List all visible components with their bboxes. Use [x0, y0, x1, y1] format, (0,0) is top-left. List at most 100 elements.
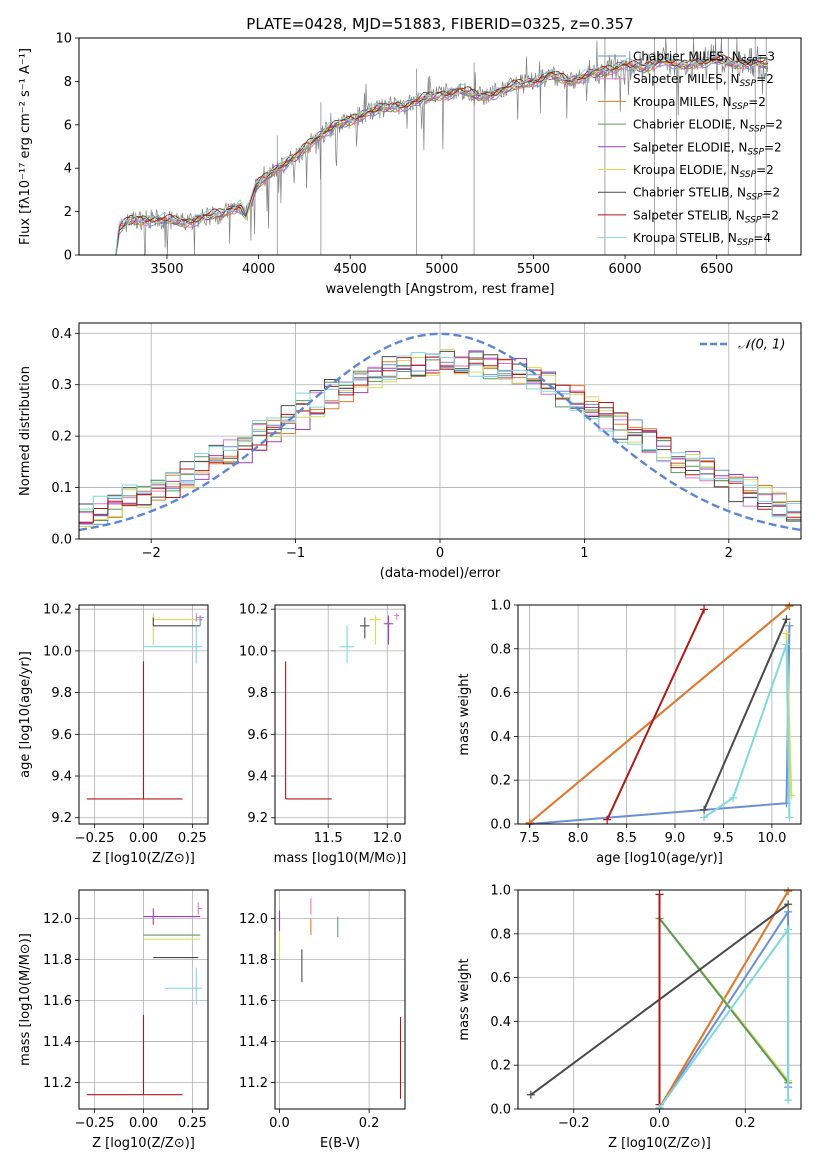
weight-Z-marker-kroupa-miles-1 [784, 887, 793, 896]
weight-age-xtick-label-0: 7.5 [519, 831, 540, 846]
mass-EBV-plot-area [275, 890, 406, 1109]
weight-age-marker-kroupa-stelib-1 [729, 793, 738, 802]
mass-EBV-ytick-label-2: 11.6 [239, 994, 268, 1009]
spectrum-ytick-label-2: 4 [64, 162, 72, 177]
weight-age-ytick-label-1: 0.2 [490, 774, 511, 789]
age-mass-xlabel: mass [log10(M/M⊙)] [274, 851, 407, 866]
residuals-frame [78, 322, 802, 540]
weight-age-xlabel: age [log10(age/yr)] [596, 851, 723, 866]
mass-EBV-xtick-label-0: 0.0 [269, 1116, 290, 1131]
weight-Z-ytick-label-5: 1.0 [490, 884, 511, 899]
hist-salpeter-stelib [79, 356, 801, 523]
gaussian-curve [78, 332, 802, 532]
spectrum-model-kroupa-miles [115, 56, 769, 256]
age-Z-point-chabrier-stelib [152, 617, 201, 627]
mass-Z-xtick-label-0: −0.25 [75, 1116, 115, 1131]
chart-mass-Z: −0.25 0.00 0.25 11.2 11.4 11.6 11.8 12.0 Z [log1… [18, 889, 209, 1151]
hist-kroupa-stelib [79, 352, 801, 518]
weight-age-marker-kroupa-miles-1 [785, 602, 794, 611]
residuals-ytick-label-3: 0.3 [51, 378, 72, 393]
weight-Z-marker-kroupa-stelib-2 [784, 1096, 793, 1105]
weight-Z-line-kroupa-stelib [658, 926, 790, 1109]
age-mass-point-kroupa-elodie [369, 615, 382, 645]
age-mass-ytick-label-1: 9.4 [247, 770, 268, 785]
legend-label-kroupa-elodie: Kroupa ELODIE, NSSP=2 [633, 163, 774, 180]
age-Z-xlabel: Z [log10(Z/Z⊙)] [92, 851, 195, 866]
mass-Z-ytick-label-0: 11.2 [43, 1076, 72, 1091]
spectrum-model-kroupa-elodie [115, 56, 769, 256]
spectrum-xtick-label-6: 6500 [700, 262, 733, 277]
spectrum-model-salpeter-stelib [115, 54, 769, 256]
weight-age-line-chabrier-stelib [703, 618, 788, 811]
weight-age-xtick-label-1: 8.0 [568, 831, 589, 846]
weight-Z-ytick-label-4: 0.8 [490, 927, 511, 942]
age-Z-plot-area [79, 605, 208, 824]
hist-chabrier-stelib [79, 350, 801, 522]
chart-mass-EBV: 0.0 0.2 11.2 11.4 11.6 11.8 12.0 E(B-V) [239, 889, 406, 1151]
chart-age-mass: 11.5 12.0 9.2 9.4 9.6 9.8 10.0 10.2 mass [log10(… [239, 603, 406, 866]
weight-age-marker-kroupa-elodie-0 [782, 629, 791, 638]
residuals-xtick-label-1: −1 [286, 546, 305, 561]
mass-EBV-ytick-label-4: 12.0 [239, 912, 268, 927]
age-mass-point-salpeter-elodie [383, 615, 394, 645]
spectrum-ytick-label-0: 0 [64, 249, 72, 264]
spectrum-plot-area [115, 37, 769, 256]
mass-Z-point-salpeter-miles [197, 902, 203, 915]
chart-weight-Z: −0.2 0.0 0.2 0.0 0.2 0.4 0.6 0.8 1.0 Z [log10(Z/Z… [457, 884, 802, 1151]
residuals-xtick-label-2: 0 [436, 546, 444, 561]
residuals-ytick-label-2: 0.2 [51, 430, 72, 445]
mass-EBV-ytick-label-3: 11.8 [239, 953, 268, 968]
weight-Z-marker-chabrier-stelib-1 [784, 900, 793, 909]
age-mass-plot-area [275, 605, 405, 824]
weight-age-marker-chabrier-stelib-1 [782, 615, 791, 624]
residuals-ytick-label-1: 0.1 [51, 481, 72, 496]
mass-Z-frame [78, 889, 209, 1110]
legend-label-kroupa-stelib: Kroupa STELIB, NSSP=4 [633, 231, 771, 248]
weight-Z-marker-chabrier-stelib-0 [526, 1090, 535, 1099]
weight-age-xtick-label-4: 9.5 [713, 831, 734, 846]
weight-Z-plot-area [518, 887, 801, 1112]
weight-age-ytick-label-0: 0.0 [490, 818, 511, 833]
residuals-ytick-label-4: 0.4 [51, 327, 72, 342]
residuals-xlabel: (data-model)/error [380, 566, 501, 581]
spectrum-ytick-label-4: 8 [64, 75, 72, 90]
mass-Z-point-salpeter-stelib [86, 1014, 183, 1096]
weight-age-xtick-label-2: 8.5 [616, 831, 637, 846]
age-mass-xtick-label-0: 11.5 [314, 831, 343, 846]
age-Z-ytick-label-5: 10.2 [43, 603, 72, 618]
mass-Z-xtick-label-1: 0.00 [129, 1116, 158, 1131]
weight-age-ytick-label-5: 1.0 [490, 599, 511, 614]
legend-label-chabrier-miles: Chabrier MILES, NSSP=3 [633, 50, 775, 67]
weight-Z-xtick-label-1: 0.0 [649, 1116, 670, 1131]
age-Z-point-kroupa-elodie [152, 613, 203, 645]
age-mass-point-kroupa-stelib [340, 625, 355, 664]
age-Z-xtick-label-2: 0.25 [178, 831, 207, 846]
weight-Z-ylabel: mass weight [457, 958, 472, 1040]
weight-age-plot-area [518, 602, 801, 828]
weight-Z-xtick-label-0: −0.2 [558, 1116, 590, 1131]
age-mass-ytick-label-3: 9.8 [247, 686, 268, 701]
spectrum-xtick-label-0: 3500 [150, 262, 183, 277]
weight-age-frame [517, 604, 802, 825]
mass-EBV-ytick-label-0: 11.2 [239, 1076, 268, 1091]
weight-Z-marker-chabrier-miles-1 [784, 907, 793, 916]
residuals-xtick-label-4: 2 [725, 546, 733, 561]
mass-Z-ylabel: mass [log10(M/M⊙)] [18, 933, 33, 1066]
weight-Z-xlabel: Z [log10(Z/Z⊙)] [608, 1136, 711, 1151]
spectrum-xtick-label-4: 5500 [517, 262, 550, 277]
spectrum-ytick-label-5: 10 [55, 32, 72, 47]
spectrum-xlabel: wavelength [Angstrom, rest frame] [326, 282, 555, 297]
spectrum-ytick-label-3: 6 [64, 118, 72, 133]
weight-Z-marker-kroupa-stelib-1 [784, 925, 793, 934]
residuals-ytick-label-0: 0.0 [51, 533, 72, 548]
mass-Z-point-salpeter-elodie [143, 908, 201, 925]
age-Z-point-salpeter-stelib [86, 661, 183, 800]
chart-weight-age: 7.5 8.0 8.5 9.0 9.5 10.0 0.0 0.2 0.4 0.6 0.8 1.0 age… [457, 599, 802, 866]
age-mass-frame [274, 604, 406, 825]
mass-Z-xtick-label-2: 0.25 [178, 1116, 207, 1131]
age-Z-ytick-label-2: 9.6 [51, 728, 72, 743]
mass-Z-ytick-label-2: 11.6 [43, 994, 72, 1009]
mass-EBV-xlabel: E(B-V) [320, 1136, 360, 1151]
mass-Z-plot-area [79, 890, 208, 1109]
legend-label-chabrier-elodie: Chabrier ELODIE, NSSP=2 [633, 118, 783, 135]
